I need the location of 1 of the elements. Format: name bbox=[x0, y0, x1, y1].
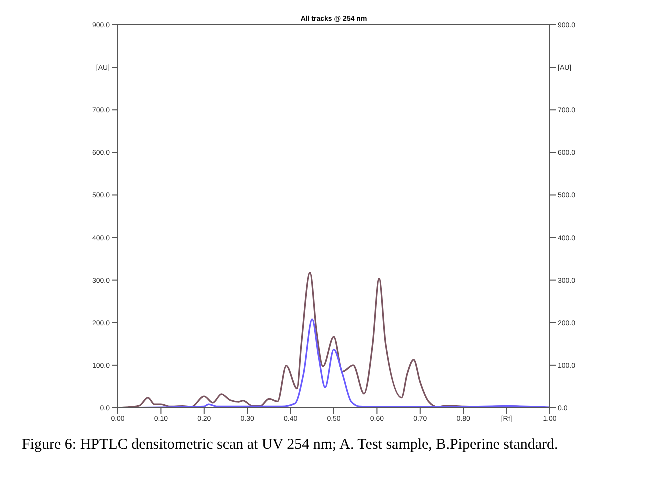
caption: Figure 6: HPTLC densitometric scan at UV 254 nm; A. Test sample, B.Piperine standard. bbox=[22, 436, 560, 455]
